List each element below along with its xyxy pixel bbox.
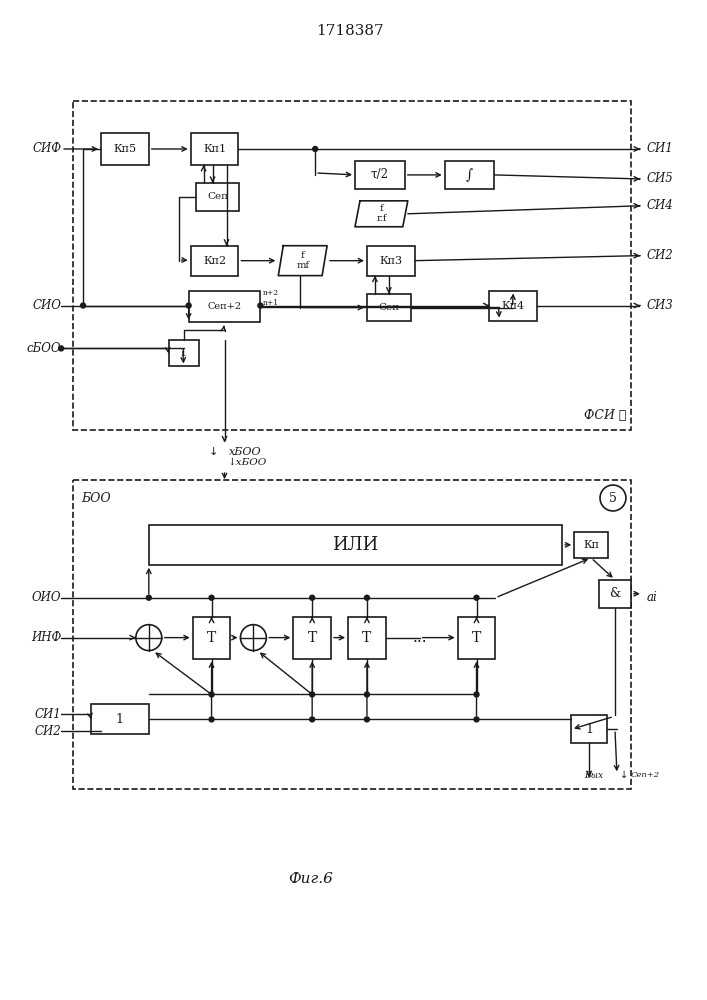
Circle shape (600, 485, 626, 511)
Circle shape (310, 717, 315, 722)
Circle shape (310, 692, 315, 697)
Circle shape (186, 303, 191, 308)
Circle shape (240, 625, 267, 651)
Circle shape (364, 717, 370, 722)
Text: СИ2: СИ2 (35, 725, 61, 738)
Circle shape (474, 717, 479, 722)
Bar (574, 532, 608, 558)
Bar (355, 161, 405, 189)
Circle shape (209, 595, 214, 600)
Polygon shape (279, 246, 327, 276)
Bar (189, 291, 260, 322)
Circle shape (209, 692, 214, 697)
Text: аi: аi (647, 591, 658, 604)
Circle shape (474, 595, 479, 600)
Text: СИ2: СИ2 (647, 249, 674, 262)
Text: ...: ... (412, 630, 427, 645)
Text: ↓: ↓ (209, 447, 218, 457)
Text: СИ1: СИ1 (647, 142, 674, 155)
Text: СИ1: СИ1 (35, 708, 61, 721)
Bar (457, 617, 496, 659)
Circle shape (136, 625, 162, 651)
Bar (148, 525, 562, 565)
Text: 1: 1 (180, 348, 187, 358)
Circle shape (312, 146, 317, 151)
Text: &: & (609, 587, 621, 600)
Text: 1718387: 1718387 (316, 24, 384, 38)
Circle shape (474, 692, 479, 697)
Circle shape (310, 595, 315, 600)
Text: ФСИ ①: ФСИ ① (583, 409, 626, 422)
Bar (367, 294, 411, 321)
Text: Кп2: Кп2 (203, 256, 226, 266)
Text: СИФ: СИФ (32, 142, 61, 155)
Text: f
mf: f mf (296, 251, 309, 270)
Text: сБОО: сБОО (27, 342, 61, 355)
Text: БОО: БОО (81, 492, 111, 505)
Text: Кп4: Кп4 (502, 301, 525, 311)
Text: Сеп+2: Сеп+2 (631, 771, 660, 779)
Text: Сеп: Сеп (207, 192, 228, 201)
Circle shape (59, 346, 64, 351)
Bar (191, 133, 238, 165)
Bar (196, 183, 240, 211)
Text: n+1: n+1 (262, 299, 279, 307)
Polygon shape (355, 201, 408, 227)
Text: 1: 1 (585, 723, 593, 736)
Text: T: T (362, 631, 372, 645)
Circle shape (81, 303, 86, 308)
Bar (367, 246, 415, 276)
Text: хБОО: хБОО (228, 447, 261, 457)
Text: f
r.f: f r.f (376, 204, 387, 223)
Bar (489, 291, 537, 320)
Text: Кп1: Кп1 (203, 144, 226, 154)
Text: ∫: ∫ (466, 168, 473, 182)
Text: Сеп: Сеп (378, 303, 399, 312)
Text: Сеп+2: Сеп+2 (207, 302, 242, 311)
Bar (348, 617, 386, 659)
Bar (571, 715, 607, 743)
Bar (169, 340, 199, 366)
Text: T: T (472, 631, 481, 645)
Bar (101, 133, 148, 165)
Text: СИ4: СИ4 (647, 199, 674, 212)
Bar (73, 101, 631, 430)
Bar (73, 480, 631, 789)
Bar (191, 246, 238, 276)
Text: 1: 1 (116, 713, 124, 726)
Circle shape (364, 595, 370, 600)
Text: n+2: n+2 (262, 289, 279, 297)
Text: СИО: СИО (33, 299, 61, 312)
Circle shape (258, 303, 263, 308)
Bar (445, 161, 494, 189)
Text: Кп3: Кп3 (379, 256, 402, 266)
Text: СИ5: СИ5 (647, 172, 674, 185)
Text: Вых: Вых (584, 771, 603, 780)
Text: СИ3: СИ3 (647, 299, 674, 312)
Text: 5: 5 (609, 492, 617, 505)
Bar (293, 617, 331, 659)
Text: T: T (308, 631, 317, 645)
Text: ↓: ↓ (620, 770, 628, 780)
Circle shape (146, 595, 151, 600)
Text: Фиг.6: Фиг.6 (288, 872, 332, 886)
Bar (192, 617, 230, 659)
Bar (91, 704, 148, 734)
Text: ИЛИ: ИЛИ (332, 536, 379, 554)
Circle shape (209, 717, 214, 722)
Text: Кп5: Кп5 (113, 144, 136, 154)
Text: ↓хБОО: ↓хБОО (228, 458, 267, 467)
Text: Кп: Кп (583, 540, 599, 550)
Text: τ/2: τ/2 (371, 168, 389, 181)
Bar (599, 580, 631, 608)
Text: ОИО: ОИО (32, 591, 61, 604)
Circle shape (364, 692, 370, 697)
Text: ИНФ: ИНФ (31, 631, 61, 644)
Text: T: T (207, 631, 216, 645)
